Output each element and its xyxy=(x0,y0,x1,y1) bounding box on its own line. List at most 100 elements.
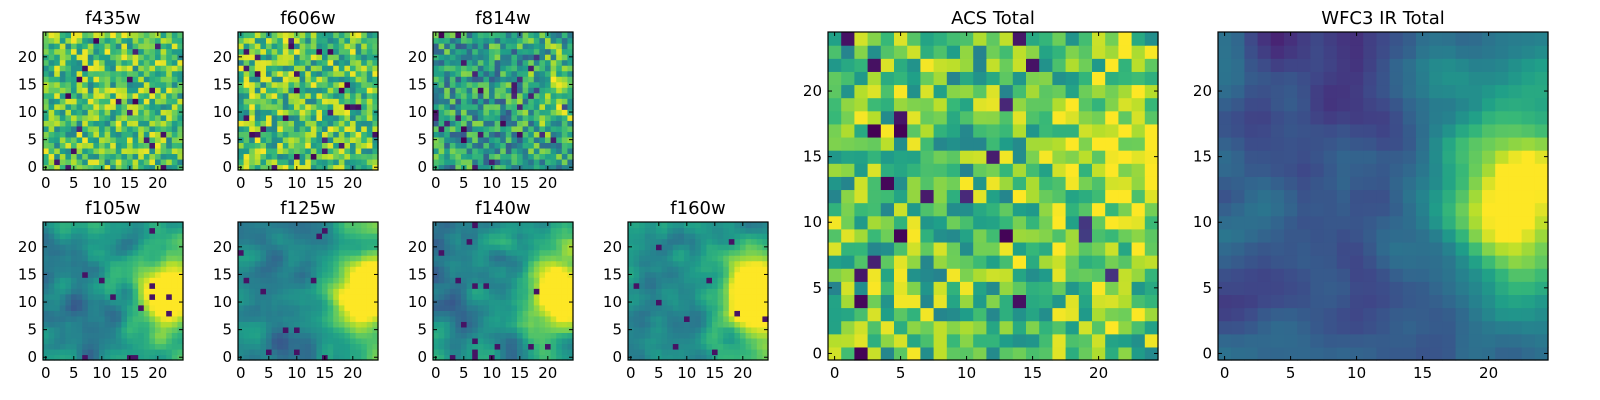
heatmap-cell xyxy=(82,48,89,55)
heatmap-cell xyxy=(166,87,173,94)
heatmap-cell xyxy=(689,299,696,306)
heatmap-cell xyxy=(87,255,94,262)
heatmap-cell xyxy=(171,142,178,149)
heatmap-cell xyxy=(477,337,484,345)
heatmap-cell xyxy=(260,315,267,322)
heatmap-cell xyxy=(1078,255,1093,269)
heatmap-cell xyxy=(695,354,702,361)
heatmap-cell xyxy=(59,92,66,99)
heatmap-cell xyxy=(288,332,295,339)
heatmap-cell xyxy=(115,65,122,72)
heatmap-cell xyxy=(266,266,273,273)
heatmap-cell xyxy=(338,332,345,339)
y-tick-label: 0 xyxy=(417,158,427,176)
heatmap-cell xyxy=(282,59,289,66)
heatmap-cell xyxy=(160,249,167,256)
heatmap-cell xyxy=(48,125,55,132)
heatmap-cell xyxy=(316,43,323,50)
heatmap-cell xyxy=(87,76,94,83)
heatmap-cell xyxy=(260,343,267,350)
heatmap-cell xyxy=(138,222,145,229)
heatmap-cell xyxy=(132,321,139,328)
heatmap-cell xyxy=(880,294,895,309)
heatmap-cell xyxy=(65,153,72,160)
heatmap-cell xyxy=(299,222,306,229)
heatmap-cell xyxy=(556,114,563,121)
heatmap-cell xyxy=(880,268,895,282)
heatmap-cell xyxy=(271,125,278,132)
heatmap-cell xyxy=(271,142,278,149)
heatmap-cell xyxy=(444,37,451,44)
heatmap-cell xyxy=(48,260,55,267)
heatmap-cell xyxy=(160,153,167,160)
heatmap-cell xyxy=(477,310,484,317)
heatmap-cell xyxy=(672,233,679,240)
heatmap-cell xyxy=(355,249,362,256)
heatmap-cell xyxy=(127,255,134,262)
heatmap-cell xyxy=(127,244,134,251)
heatmap-cell xyxy=(127,282,134,289)
heatmap-cell xyxy=(177,142,184,149)
heatmap-cell xyxy=(166,48,173,55)
heatmap-cell xyxy=(54,37,61,44)
heatmap-cell xyxy=(93,32,100,39)
heatmap-cell xyxy=(76,136,83,143)
heatmap-cell xyxy=(695,244,702,251)
heatmap-cell xyxy=(160,120,167,127)
heatmap-cell xyxy=(539,37,546,44)
heatmap-cell xyxy=(155,321,162,328)
heatmap-cell xyxy=(1131,163,1146,177)
heatmap-cell xyxy=(650,343,657,350)
heatmap-cell xyxy=(511,255,518,262)
heatmap-cell xyxy=(366,260,373,267)
heatmap-cell xyxy=(266,136,273,143)
heatmap-cell xyxy=(494,244,501,251)
heatmap-cell xyxy=(54,304,61,311)
heatmap-cell xyxy=(71,299,78,306)
heatmap-cell xyxy=(466,54,473,61)
heatmap-cell xyxy=(350,233,357,240)
heatmap-cell xyxy=(282,142,289,149)
heatmap-cell xyxy=(104,103,111,110)
heatmap-cell xyxy=(171,288,178,295)
heatmap-cell xyxy=(494,227,501,234)
heatmap-cell xyxy=(48,315,55,322)
heatmap-cell xyxy=(556,288,563,295)
heatmap-cell xyxy=(433,59,440,66)
heatmap-cell xyxy=(249,43,256,50)
heatmap-cell xyxy=(350,260,357,267)
heatmap-cell xyxy=(76,266,83,273)
heatmap-cell xyxy=(522,142,529,149)
heatmap-cell xyxy=(656,238,663,245)
heatmap-cell xyxy=(438,255,445,262)
heatmap-cell xyxy=(305,43,312,50)
heatmap-cell xyxy=(121,354,128,361)
heatmap-cell xyxy=(494,114,501,121)
heatmap-cell xyxy=(143,348,150,356)
heatmap-cell xyxy=(684,304,691,311)
heatmap-cell xyxy=(433,249,440,256)
heatmap-cell xyxy=(344,32,351,39)
heatmap-cell xyxy=(305,249,312,256)
heatmap-cell xyxy=(466,277,473,284)
heatmap-cell xyxy=(539,98,546,105)
heatmap-cell xyxy=(756,299,763,306)
heatmap-cell xyxy=(43,293,50,300)
heatmap-cell xyxy=(43,266,50,273)
heatmap-cell xyxy=(483,142,490,149)
heatmap-cell xyxy=(528,293,535,300)
heatmap-cell xyxy=(338,59,345,66)
heatmap-cell xyxy=(288,348,295,356)
heatmap-cell xyxy=(372,343,379,350)
heatmap-cell xyxy=(155,310,162,317)
heatmap-cell xyxy=(48,244,55,251)
heatmap-cell xyxy=(667,266,674,273)
heatmap-cell xyxy=(756,266,763,273)
heatmap-cell xyxy=(160,343,167,350)
heatmap-cell xyxy=(734,326,741,333)
heatmap-cell xyxy=(561,59,568,66)
heatmap-cell xyxy=(489,70,496,77)
heatmap-cell xyxy=(254,293,261,300)
heatmap-cell xyxy=(294,326,301,333)
